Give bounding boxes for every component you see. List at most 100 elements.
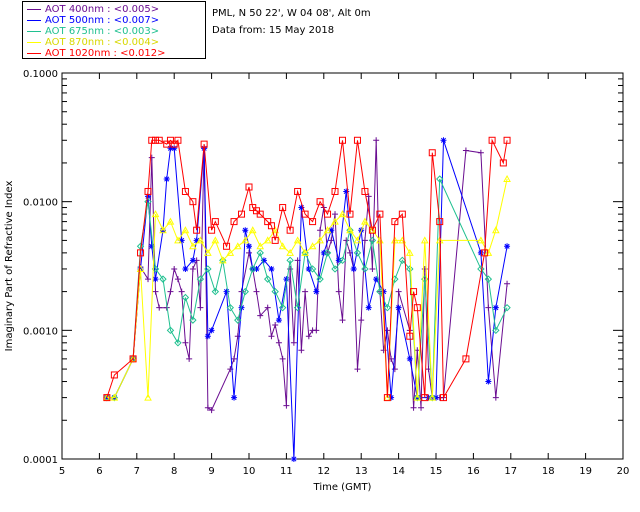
data-point bbox=[368, 226, 377, 234]
data-point bbox=[189, 198, 197, 206]
data-point bbox=[433, 394, 439, 401]
data-point bbox=[260, 257, 267, 264]
data-point bbox=[323, 249, 332, 257]
data-point bbox=[171, 145, 178, 152]
data-point bbox=[268, 333, 275, 340]
data-point bbox=[492, 326, 500, 335]
axis-ticks: 5 6 7 8 9 10 11 12 13 14 15 16 17 18 19 20 0.0001 0.0010 0… bbox=[23, 69, 629, 477]
data-point bbox=[290, 456, 297, 462]
data-point bbox=[503, 174, 511, 183]
data-point bbox=[167, 145, 174, 152]
data-point bbox=[492, 304, 499, 311]
site-info: PML, N 50 22', W 04 08', Alt 0m bbox=[212, 8, 371, 19]
data-point bbox=[428, 149, 436, 157]
data-point bbox=[233, 242, 242, 250]
data-point bbox=[462, 355, 470, 363]
data-point bbox=[110, 371, 118, 379]
data-point bbox=[103, 393, 111, 401]
legend: AOT 400nm : <0.005> AOT 500nm : <0.007> … bbox=[22, 1, 206, 59]
data-point bbox=[343, 237, 350, 244]
data-point bbox=[253, 288, 260, 295]
data-point bbox=[200, 140, 208, 148]
legend-swatch-675nm bbox=[27, 30, 41, 32]
data-point bbox=[328, 227, 335, 234]
data-point bbox=[145, 193, 152, 200]
x-axis-title: Time (GMT) bbox=[313, 482, 372, 493]
data-point bbox=[323, 226, 332, 234]
series-line bbox=[106, 178, 508, 399]
data-point bbox=[166, 326, 175, 335]
data-point bbox=[189, 257, 196, 264]
data-point bbox=[231, 355, 238, 362]
data-point bbox=[272, 322, 279, 329]
data-point bbox=[256, 249, 264, 257]
data-point bbox=[339, 136, 346, 144]
data-point bbox=[174, 236, 182, 244]
data-point bbox=[156, 304, 163, 311]
series-line bbox=[106, 140, 508, 460]
data-point bbox=[293, 236, 302, 244]
data-point bbox=[293, 303, 302, 312]
data-point bbox=[421, 265, 428, 272]
data-point bbox=[499, 159, 507, 167]
data-point bbox=[383, 393, 392, 401]
data-point bbox=[439, 394, 447, 402]
series-1 bbox=[103, 137, 511, 462]
data-point bbox=[309, 218, 317, 226]
data-point bbox=[129, 355, 137, 363]
data-point bbox=[166, 136, 174, 144]
data-point bbox=[503, 303, 511, 312]
data-point bbox=[193, 237, 200, 244]
data-point bbox=[305, 265, 312, 272]
data-point bbox=[308, 265, 317, 273]
data-point bbox=[383, 394, 391, 402]
x-tick-label: 9 bbox=[208, 466, 214, 477]
data-point bbox=[238, 210, 246, 218]
data-point bbox=[264, 304, 271, 311]
legend-label-870nm: AOT 870nm : <0.004> bbox=[45, 37, 160, 48]
data-point bbox=[211, 236, 220, 244]
data-point bbox=[182, 339, 189, 346]
data-point bbox=[181, 187, 189, 195]
data-point bbox=[488, 136, 496, 144]
data-point bbox=[204, 265, 212, 273]
data-point bbox=[368, 226, 376, 234]
x-tick-label: 11 bbox=[280, 466, 293, 477]
data-point bbox=[316, 198, 324, 206]
data-point bbox=[152, 136, 159, 144]
data-point bbox=[181, 226, 190, 234]
data-point bbox=[316, 236, 324, 244]
data-point bbox=[204, 248, 212, 256]
data-point bbox=[335, 288, 342, 295]
x-tick-label: 5 bbox=[59, 466, 65, 477]
data-point bbox=[338, 256, 347, 265]
data-point bbox=[388, 394, 395, 401]
data-point bbox=[406, 355, 413, 362]
data-point bbox=[271, 236, 279, 244]
data-point bbox=[271, 287, 279, 296]
data-point bbox=[204, 333, 211, 340]
data-point bbox=[361, 265, 369, 273]
data-point bbox=[320, 249, 327, 256]
data-point bbox=[223, 242, 231, 250]
data-point bbox=[286, 256, 294, 265]
data-point bbox=[170, 140, 178, 148]
data-point bbox=[391, 366, 398, 373]
data-point bbox=[230, 218, 238, 226]
x-tick-label: 14 bbox=[392, 466, 405, 477]
date-info: Data from: 15 May 2018 bbox=[212, 25, 335, 36]
data-point bbox=[181, 293, 190, 302]
x-tick-label: 13 bbox=[355, 466, 368, 477]
data-point bbox=[208, 327, 215, 334]
data-point bbox=[331, 217, 339, 225]
data-point bbox=[242, 227, 249, 234]
data-point bbox=[313, 288, 320, 295]
data-point bbox=[504, 280, 511, 287]
data-point bbox=[410, 404, 417, 411]
data-point bbox=[193, 226, 201, 234]
data-point bbox=[171, 265, 178, 272]
data-point bbox=[197, 304, 204, 311]
data-point bbox=[353, 236, 362, 244]
data-point bbox=[361, 237, 368, 244]
